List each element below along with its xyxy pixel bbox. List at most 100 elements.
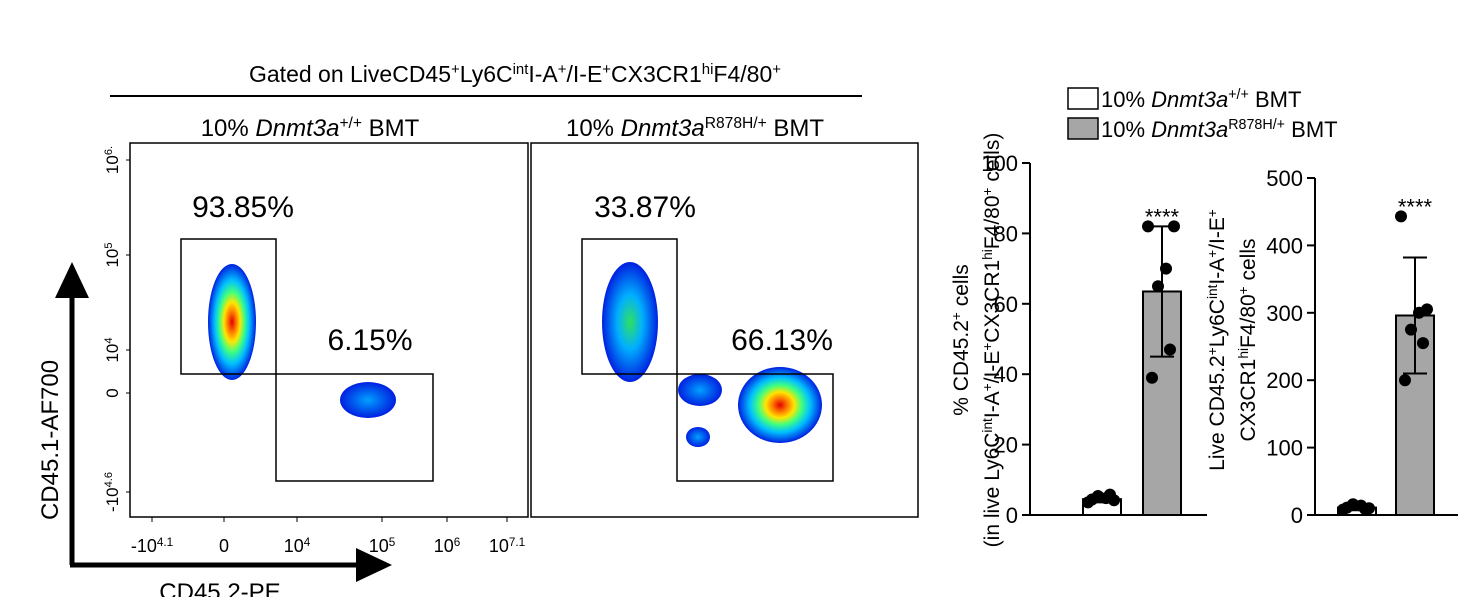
legend-label: 10% Dnmt3a+/+ BMT <box>1101 87 1301 112</box>
text-segment: I-A <box>528 61 558 87</box>
flow-y-tick-label: 106. <box>103 146 122 174</box>
text-segment: 10% <box>566 115 621 142</box>
y-arrow-head <box>55 262 89 298</box>
text-segment: int <box>513 61 530 78</box>
text-segment: BMT <box>1249 87 1302 112</box>
text-segment: 7.1 <box>509 536 525 549</box>
data-point <box>1146 371 1158 384</box>
text-segment: 4 <box>103 337 115 343</box>
x-arrow-head <box>356 548 392 582</box>
gate-percent: 66.13% <box>731 324 833 357</box>
text-segment: F4/80 <box>713 61 772 87</box>
data-point <box>1104 488 1116 501</box>
density-blob <box>602 262 658 382</box>
text-segment: Ly6C <box>460 61 513 87</box>
text-segment: hi <box>702 61 714 78</box>
density-blob <box>738 367 822 443</box>
y-axis-label: % CD45.2+ cells <box>949 264 974 416</box>
text-segment: F4/80 <box>1237 294 1260 348</box>
text-segment: + <box>451 61 460 78</box>
gates <box>180 238 834 482</box>
flow-panel-frame <box>129 142 529 518</box>
density-blob <box>340 382 396 418</box>
text-segment: 6 <box>454 536 461 549</box>
y-axis-label: CX3CR1hiF4/80+ cells <box>1236 238 1261 441</box>
text-segment: cells) <box>981 133 1004 188</box>
text-segment: + <box>1205 209 1220 217</box>
text-segment: 10 <box>103 249 122 268</box>
flow-x-tick-label: -104.1 <box>131 536 173 557</box>
data-point <box>1152 280 1164 293</box>
text-segment: Dnmt3a <box>255 115 339 142</box>
text-segment: +/+ <box>1228 87 1249 103</box>
gate <box>581 238 678 375</box>
data-point <box>1417 337 1429 350</box>
text-segment: + <box>1205 250 1220 258</box>
y-tick-label: 100 <box>1266 436 1303 461</box>
text-segment: 10% <box>1101 87 1151 112</box>
text-segment: 10 <box>369 536 389 556</box>
text-segment: hi <box>980 249 995 260</box>
text-segment: + <box>602 61 611 78</box>
data-point <box>1164 343 1176 356</box>
text-segment: R878H/+ <box>705 115 767 132</box>
flow-y-tick-label: -104.6 <box>103 472 122 512</box>
y-axis-label: Live CD45.2+Ly6CintI-A+/I-E+ <box>1205 209 1230 471</box>
text-segment: int <box>1205 284 1220 299</box>
text-segment: Ly6C <box>1206 299 1229 347</box>
text-segment: 4.1 <box>157 536 173 549</box>
y-tick-label: 40 <box>994 362 1018 387</box>
y-tick-label: 300 <box>1266 301 1303 326</box>
significance: **** <box>1145 204 1180 229</box>
y-tick-label: 0 <box>1006 503 1018 528</box>
panel-title: 10% Dnmt3aR878H/+ BMT <box>566 115 824 143</box>
text-segment: /I-E <box>1206 217 1229 250</box>
text-segment: R878H/+ <box>1228 117 1285 133</box>
text-segment: 0 <box>103 388 122 397</box>
text-segment: int <box>980 418 995 433</box>
text-segment: 10 <box>284 536 304 556</box>
y-tick-label: 80 <box>994 221 1018 246</box>
text-segment: + <box>980 187 995 195</box>
flow-y-tick-label: 104 <box>103 337 122 362</box>
text-segment: Gated on LiveCD45 <box>249 61 451 87</box>
text-segment: CX3CR1 <box>1237 359 1260 442</box>
text-segment: -10 <box>103 487 122 512</box>
text-segment: + <box>1236 286 1251 294</box>
text-segment: 0 <box>219 536 229 556</box>
text-segment: 10 <box>103 344 122 363</box>
text-segment: F4/80 <box>981 195 1004 249</box>
text-segment: 10% <box>1101 117 1151 142</box>
header: Gated on LiveCD45+Ly6CintI-A+/I-E+CX3CR1… <box>249 61 781 88</box>
text-segment: + <box>772 61 781 78</box>
text-segment: /I-E <box>567 61 603 87</box>
gate <box>676 373 834 482</box>
text-segment: BMT <box>1285 117 1338 142</box>
text-segment: 5 <box>389 536 396 549</box>
text-segment: Live CD45.2 <box>1206 355 1229 471</box>
gate-percent: 93.85% <box>192 191 294 224</box>
data-point <box>1168 220 1180 233</box>
text-segment: I-A <box>981 391 1004 418</box>
flow-panel-frame <box>530 142 919 518</box>
y-axis-label: (in live Ly6CintI-A+/I-E+CX3CR1hiF4/80+ … <box>980 133 1005 548</box>
text-segment: + <box>1205 347 1220 355</box>
text-segment: 5 <box>103 242 115 248</box>
flow-x-tick-label: 0 <box>219 536 229 556</box>
text-segment: 4.6 <box>103 472 115 487</box>
density-blob <box>678 374 722 406</box>
text-segment: + <box>558 61 567 78</box>
gate <box>180 238 277 375</box>
text-segment: 10 <box>434 536 454 556</box>
legend-swatch <box>1067 117 1099 140</box>
y-tick-label: 20 <box>994 433 1018 458</box>
flow-y-tick-label: 0 <box>103 388 122 397</box>
data-point <box>1160 262 1172 275</box>
density-blob <box>208 264 256 380</box>
text-segment: + <box>980 383 995 391</box>
data-point <box>1399 374 1411 387</box>
data-point <box>1413 306 1425 319</box>
flow-y-tick-label: 105 <box>103 242 122 267</box>
text-segment: BMT <box>767 115 825 142</box>
